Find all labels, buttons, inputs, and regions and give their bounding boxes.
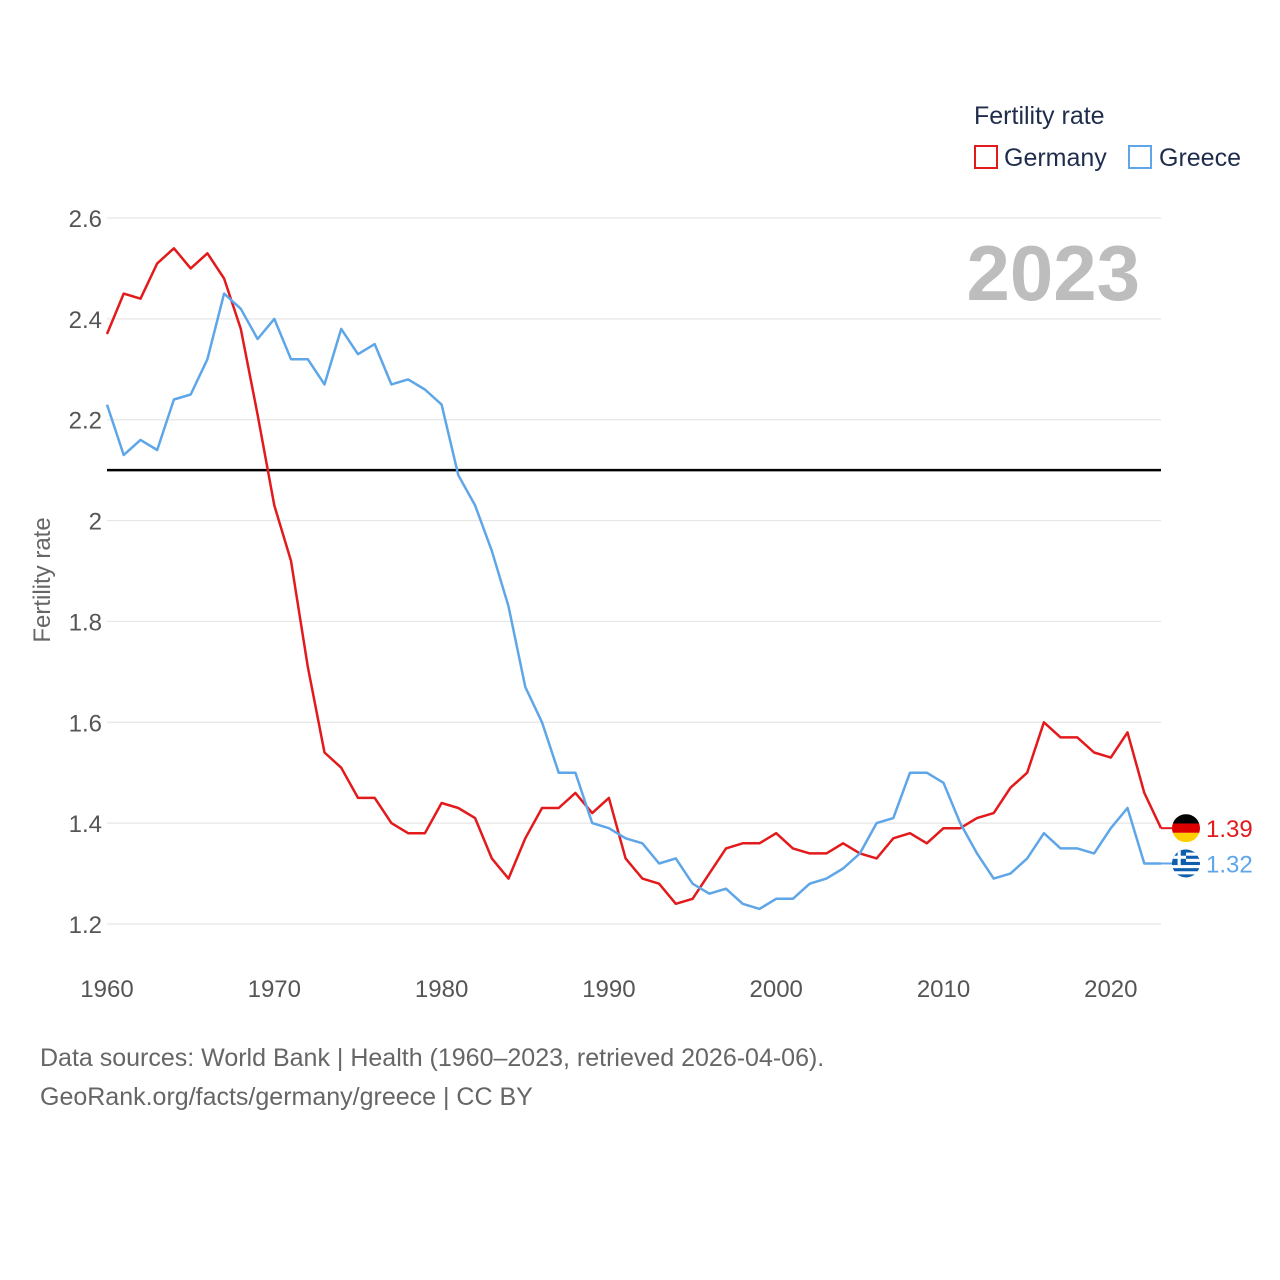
x-axis-ticks: 1960 1970 1980 1990 2000 2010 2020 [80, 976, 1137, 1003]
y-tick-label: 2.4 [69, 307, 102, 334]
footer-sources: Data sources: World Bank | Health (1960–… [40, 1044, 825, 1072]
legend-item-greece[interactable]: Greece [1128, 144, 1241, 172]
y-tick-label: 2 [89, 509, 102, 536]
y-axis-ticks: 1.2 1.4 1.6 1.8 2 2.2 2.4 2.6 [69, 206, 102, 939]
y-tick-label: 1.2 [69, 912, 102, 939]
y-tick-label: 1.4 [69, 811, 102, 838]
series-end-label-greece: 1.32 [1206, 851, 1253, 878]
x-tick-label: 1960 [80, 976, 133, 1003]
series-end-markers: 1.39 1.32 [1161, 814, 1253, 878]
legend-title: Fertility rate [974, 102, 1105, 130]
x-tick-label: 1990 [582, 976, 635, 1003]
legend-label-germany: Germany [1004, 144, 1107, 172]
germany-flag-icon [1172, 814, 1200, 843]
x-tick-label: 1970 [248, 976, 301, 1003]
x-tick-label: 1980 [415, 976, 468, 1003]
y-tick-label: 1.6 [69, 710, 102, 737]
x-tick-label: 2010 [917, 976, 970, 1003]
legend-item-germany[interactable]: Germany [974, 144, 1107, 172]
y-tick-label: 2.6 [69, 206, 102, 233]
x-tick-label: 2020 [1084, 976, 1137, 1003]
footer-attribution[interactable]: GeoRank.org/facts/germany/greece | CC BY [40, 1083, 533, 1111]
year-label: 2023 [966, 229, 1140, 317]
series-lines [105, 247, 1163, 911]
legend-label-greece: Greece [1159, 144, 1241, 172]
x-tick-label: 2000 [750, 976, 803, 1003]
legend-swatch-greece [1128, 145, 1152, 169]
legend-swatch-germany [974, 145, 998, 169]
greece-flag-icon [1172, 849, 1200, 878]
y-tick-label: 2.2 [69, 408, 102, 435]
series-line-germany[interactable] [105, 247, 1163, 906]
y-tick-label: 1.8 [69, 609, 102, 636]
series-end-label-germany: 1.39 [1206, 816, 1253, 843]
y-axis-label: Fertility rate [29, 517, 56, 642]
grid-lines [107, 217, 1161, 925]
series-line-greece[interactable] [105, 292, 1161, 911]
